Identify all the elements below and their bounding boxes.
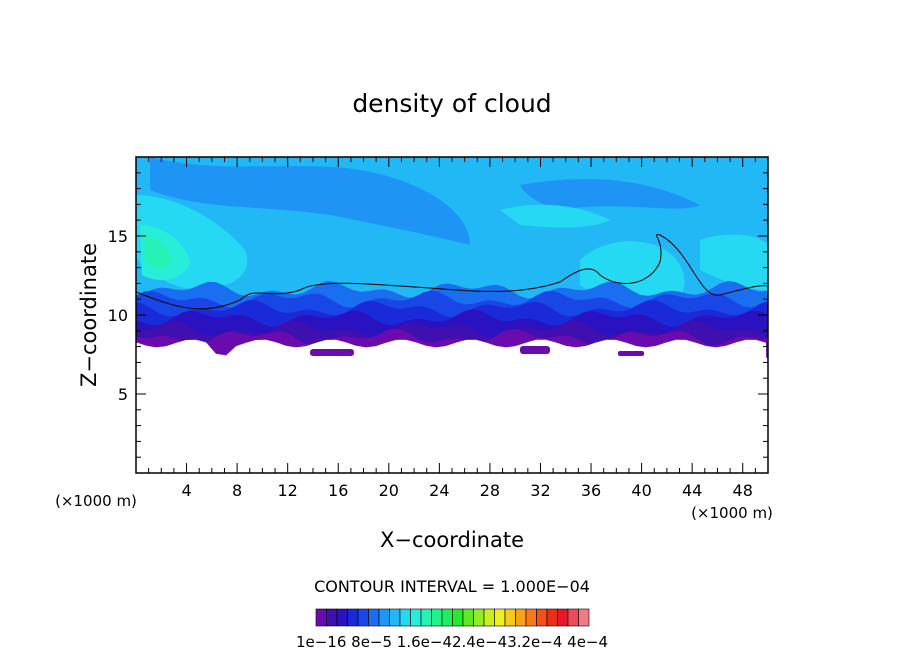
colorbar-swatch [536, 608, 548, 627]
x-tick-label: 48 [733, 481, 753, 500]
colorbar-swatch [326, 608, 338, 627]
colorbar-swatch [494, 608, 506, 627]
cloud-patch-light [500, 204, 610, 228]
colorbar-swatch [567, 608, 579, 627]
colorbar-swatch [378, 608, 390, 627]
cloud-density-field [136, 157, 768, 473]
colorbar-swatch [452, 608, 464, 627]
colorbar-swatch [473, 608, 485, 627]
x-tick-label: 44 [682, 481, 702, 500]
colorbar-swatch [483, 608, 495, 627]
x-tick-label: 12 [278, 481, 298, 500]
cloud-fragment [520, 346, 550, 354]
chart-title: density of cloud [352, 89, 551, 118]
x-tick-label: 32 [530, 481, 550, 500]
colorbar-swatch [525, 608, 537, 627]
x-axis-label: X−coordinate [380, 528, 524, 552]
colorbar-swatch [515, 608, 527, 627]
colorbar-labels: 1e−16 8e−5 1.6e−42.4e−43.2e−4 4e−4 [296, 633, 608, 651]
clear-air [136, 339, 768, 473]
colorbar-swatch [546, 608, 558, 627]
colorbar-swatch [462, 608, 474, 627]
colorbar-swatch [368, 608, 380, 627]
colorbar-swatch [420, 608, 432, 627]
cloud-fragment [618, 351, 644, 356]
colorbar-swatch [557, 608, 569, 627]
contour-interval-text: CONTOUR INTERVAL = 1.000E−04 [314, 577, 590, 596]
colorbar-swatch [431, 608, 443, 627]
colorbar-swatch [315, 608, 327, 627]
x-tick-label: 40 [631, 481, 651, 500]
x-tick-label: 16 [328, 481, 348, 500]
y-tick-label: 5 [118, 385, 128, 404]
x-tick-label: 4 [181, 481, 191, 500]
colorbar-swatch [504, 608, 516, 627]
colorbar-swatch [357, 608, 369, 627]
x-axis-units: (×1000 m) [691, 504, 773, 522]
x-tick-label: 28 [480, 481, 500, 500]
cloud-core-max [145, 235, 172, 269]
colorbar-swatch [578, 608, 590, 627]
colorbar-swatch [336, 608, 348, 627]
x-tick-label: 36 [581, 481, 601, 500]
colorbar-swatch [347, 608, 359, 627]
y-tick-label: 10 [108, 306, 128, 325]
y-tick-label: 15 [108, 227, 128, 246]
y-axis-units: (×1000 m) [55, 492, 137, 510]
cloud-patch-dark [520, 179, 700, 210]
cloud-patch-light [700, 234, 768, 290]
x-tick-label: 20 [379, 481, 399, 500]
contour-line [136, 233, 768, 310]
colorbar-swatch [399, 608, 411, 627]
x-tick-label: 8 [232, 481, 242, 500]
colorbar-swatch [441, 608, 453, 627]
y-axis-label: Z−coordinate [77, 243, 101, 387]
cloud-patch-dark [300, 170, 470, 240]
colorbar-swatch [389, 608, 401, 627]
x-tick-label: 24 [429, 481, 449, 500]
colorbar [315, 608, 590, 627]
cloud-fragment [310, 349, 354, 356]
colorbar-swatch [410, 608, 422, 627]
